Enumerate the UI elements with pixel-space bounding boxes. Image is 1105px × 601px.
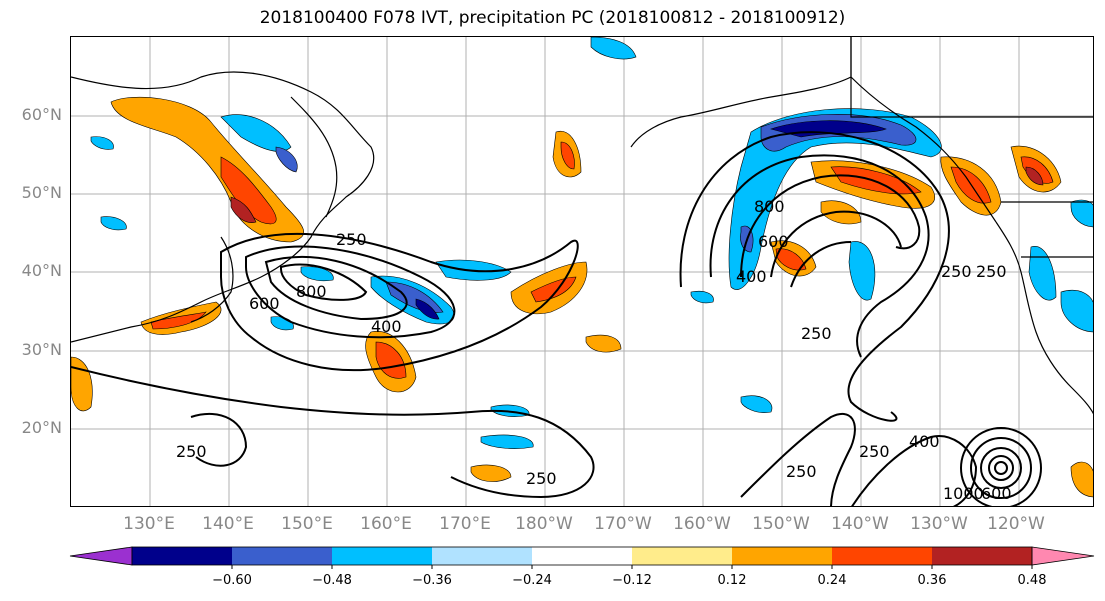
contour-label: 600 — [981, 484, 1012, 503]
lon-label: 160°W — [673, 514, 731, 534]
lat-label: 20°N — [21, 418, 62, 437]
precip-shading — [71, 37, 1093, 498]
colorbar-cell — [232, 547, 332, 565]
colorbar-cell — [732, 547, 832, 565]
contour-label: 250 — [176, 442, 207, 461]
contour-label: 400 — [371, 317, 402, 336]
lon-label: 140°E — [202, 514, 254, 534]
lon-label: 150°W — [752, 514, 810, 534]
colorbar-cell — [632, 547, 732, 565]
map-panel: 250 600 800 400 250 250 800 600 400 250 … — [70, 36, 1094, 507]
contour-label: 1000 — [943, 484, 984, 503]
ivt-contours — [71, 131, 1043, 506]
lon-label: 130°E — [123, 514, 175, 534]
colorbar-cell — [332, 547, 432, 565]
colorbar-tick-label: −0.36 — [412, 573, 452, 588]
colorbar-tick-label: 0.12 — [717, 573, 747, 588]
colorbar — [0, 540, 1105, 580]
lon-label: 170°W — [594, 514, 652, 534]
lon-label: 120°W — [987, 514, 1045, 534]
lon-label: 160°E — [360, 514, 412, 534]
lon-label: 180°W — [515, 514, 573, 534]
coast-asia — [71, 71, 375, 343]
coast-na-west — [995, 221, 1093, 415]
contour-label: 250 — [976, 262, 1007, 281]
colorbar-tick-label: −0.24 — [512, 573, 552, 588]
colorbar-tick-label: 0.24 — [817, 573, 847, 588]
contour-label: 250 — [801, 324, 832, 343]
contour-label: 600 — [249, 294, 280, 313]
contour-label: 250 — [786, 462, 817, 481]
lat-label: 50°N — [21, 183, 62, 202]
lon-label: 140°W — [831, 514, 889, 534]
colorbar-cell — [432, 547, 532, 565]
contour-label: 800 — [296, 282, 327, 301]
precip-negative-alaska — [728, 108, 942, 290]
lat-label: 40°N — [21, 261, 62, 280]
contour-label: 800 — [754, 197, 785, 216]
contour-label: 400 — [909, 432, 940, 451]
lon-label: 130°W — [910, 514, 968, 534]
colorbar-tick-label: 0.48 — [1017, 573, 1047, 588]
contour-label: 250 — [526, 469, 557, 488]
colorbar-tick-label: −0.12 — [612, 573, 652, 588]
lon-label: 150°E — [281, 514, 333, 534]
colorbar-outline — [131, 546, 1033, 566]
coastlines — [71, 37, 1093, 415]
colorbar-tick-label: −0.48 — [312, 573, 352, 588]
map-title: 2018100400 F078 IVT, precipitation PC (2… — [259, 8, 846, 28]
lat-label: 60°N — [21, 105, 62, 124]
contour-labels: 250 600 800 400 250 250 800 600 400 250 … — [176, 197, 1012, 503]
colorbar-cell — [532, 547, 632, 565]
colorbar-tick-label: −0.60 — [212, 573, 252, 588]
lat-label: 30°N — [21, 340, 62, 359]
contour-label: 250 — [941, 262, 972, 281]
coast-kamchatka — [290, 96, 338, 218]
coast-alaska — [630, 37, 997, 223]
colorbar-cell — [932, 547, 1032, 565]
contour-label: 600 — [758, 232, 789, 251]
colorbar-cell — [132, 547, 232, 565]
contour-label: 250 — [859, 442, 890, 461]
coast-japan — [190, 236, 234, 323]
lon-label: 170°E — [439, 514, 491, 534]
cyclone-rings — [960, 427, 1043, 506]
colorbar-cell — [832, 547, 932, 565]
colorbar-tick-label: 0.36 — [917, 573, 947, 588]
contour-label: 250 — [336, 230, 367, 249]
colorbar-cell — [69, 546, 133, 566]
colorbar-cell — [1031, 546, 1095, 566]
contour-label: 400 — [736, 267, 767, 286]
